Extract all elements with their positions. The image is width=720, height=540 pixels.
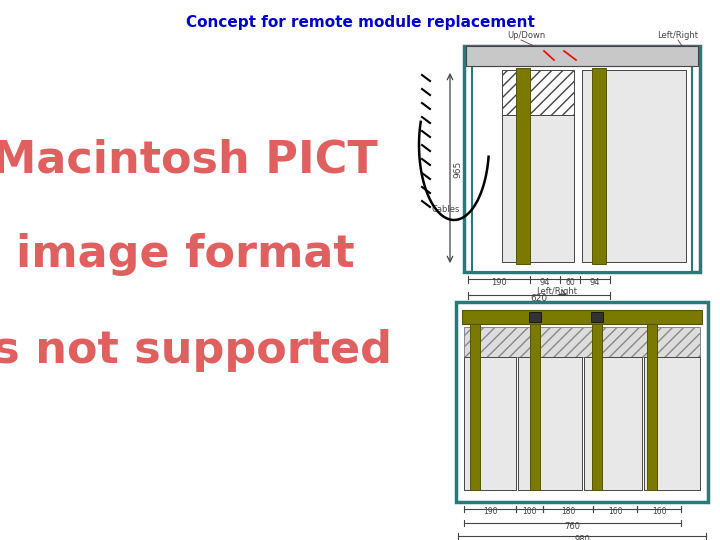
Bar bbox=[464, 357, 516, 490]
Bar bbox=[464, 327, 700, 357]
Text: 980: 980 bbox=[574, 535, 590, 540]
Text: Concept for remote module replacement: Concept for remote module replacement bbox=[186, 15, 534, 30]
Text: 100: 100 bbox=[522, 507, 536, 516]
Text: 190: 190 bbox=[491, 278, 507, 287]
Bar bbox=[502, 70, 574, 115]
Bar bbox=[464, 46, 700, 272]
Text: Cables: Cables bbox=[432, 206, 460, 214]
Bar bbox=[502, 115, 574, 262]
Text: is not supported: is not supported bbox=[0, 328, 392, 372]
Bar bbox=[518, 357, 582, 490]
Text: 94: 94 bbox=[540, 278, 550, 287]
Bar bbox=[644, 357, 700, 490]
Bar bbox=[582, 70, 686, 262]
Text: 180: 180 bbox=[561, 507, 575, 516]
Text: Left/Right: Left/Right bbox=[657, 31, 698, 40]
Bar bbox=[529, 312, 541, 322]
Text: 190: 190 bbox=[482, 507, 498, 516]
Bar bbox=[591, 312, 603, 322]
Bar bbox=[592, 68, 606, 264]
Bar bbox=[584, 357, 642, 490]
Text: 760: 760 bbox=[564, 522, 580, 531]
Bar bbox=[592, 324, 602, 490]
Text: 160: 160 bbox=[608, 507, 622, 516]
Bar bbox=[647, 324, 657, 490]
Bar bbox=[530, 324, 540, 490]
Text: Macintosh PICT: Macintosh PICT bbox=[0, 138, 378, 181]
Text: Left/Right: Left/Right bbox=[536, 287, 577, 295]
Bar bbox=[470, 324, 480, 490]
Text: 60: 60 bbox=[565, 278, 575, 287]
Bar bbox=[456, 302, 708, 502]
Text: Up/Down: Up/Down bbox=[507, 31, 545, 40]
Bar bbox=[462, 310, 702, 324]
Text: image format: image format bbox=[16, 233, 354, 276]
Text: 94: 94 bbox=[590, 278, 600, 287]
Text: 620: 620 bbox=[531, 294, 548, 303]
Text: 160: 160 bbox=[652, 507, 666, 516]
Bar bbox=[472, 66, 692, 272]
Bar bbox=[516, 68, 530, 264]
Bar bbox=[466, 46, 698, 66]
Text: 965: 965 bbox=[453, 160, 462, 178]
